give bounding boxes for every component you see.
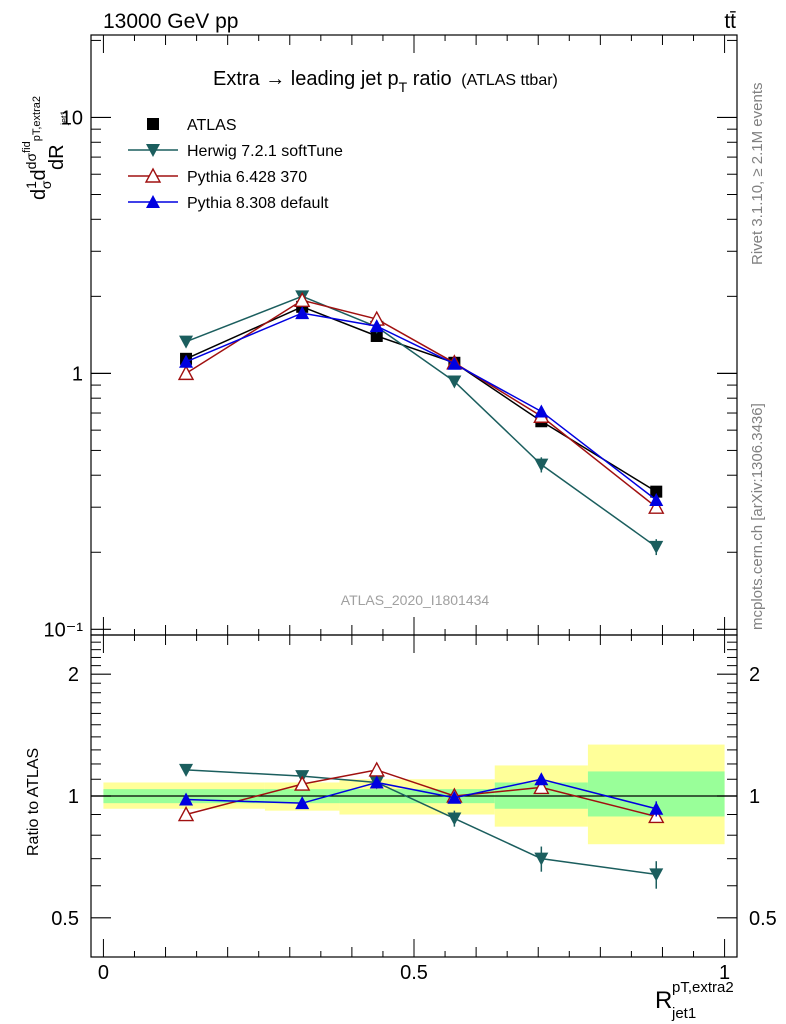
main-line-herwig — [185, 295, 657, 548]
chart-title-paren: (ATLAS ttbar) — [461, 72, 558, 89]
ratio-series-pythia8 — [179, 772, 664, 817]
x-axis-label-sub: jet1 — [671, 1005, 696, 1022]
ratio-series-pythia6 — [177, 761, 665, 824]
x-tick-label: 0.5 — [400, 962, 428, 984]
main-point-pythia8 — [447, 356, 462, 370]
main-point-atlas — [650, 485, 663, 498]
main-ytick-label: 1 — [72, 363, 83, 385]
ratio-ticks: 0.5 0.5 1 1 2 2 0 0.5 1 — [51, 635, 777, 984]
legend-label: Pythia 8.308 default — [187, 195, 329, 212]
rivet-label: Rivet 3.1.10, ≥ 2.1M events — [749, 83, 766, 266]
main-point-pythia8 — [369, 319, 384, 333]
ratio-line-herwig — [185, 769, 657, 876]
main-line-atlas — [185, 306, 657, 493]
legend-label: ATLAS — [187, 117, 237, 134]
main-point-herwig — [447, 375, 462, 389]
main-panel: 10⁻¹ 1 10 Extra → leading jet pT ratio (AT… — [21, 34, 738, 641]
main-point-herwig — [649, 540, 664, 554]
x-tick-label: 1 — [719, 962, 730, 984]
ratio-point-pythia8 — [534, 772, 549, 786]
legend-item-herwig: Herwig 7.2.1 softTune — [128, 143, 343, 160]
legend-item-pythia6: Pythia 6.428 370 — [128, 167, 307, 186]
main-point-pythia6 — [177, 364, 195, 381]
main-point-pythia8 — [179, 354, 194, 368]
mcplots-label: mcplots.cern.ch [arXiv:1306.3436] — [749, 403, 766, 630]
ratio-point-pythia8 — [179, 792, 194, 806]
ratio-point-pythia6 — [294, 775, 311, 791]
ratio-point-pythia6 — [533, 778, 550, 795]
main-line-pythia8 — [185, 312, 657, 501]
main-point-pythia8 — [649, 493, 664, 507]
ratio-line-pythia6 — [185, 769, 657, 818]
main-ylabel: d1σddσfidpT,extra2 dR jet1 — [21, 96, 69, 200]
x-tick-label: 0 — [98, 962, 109, 984]
legend-marker-pythia8 — [146, 195, 160, 208]
watermark: ATLAS_2020_I1801434 — [341, 592, 490, 608]
ratio-ytick-label-right: 0.5 — [749, 908, 777, 930]
ratio-ytick-label-left: 0.5 — [51, 908, 79, 930]
main-point-pythia6 — [294, 291, 311, 308]
legend: ATLAS Herwig 7.2.1 softTune Pythia 6.428 3… — [128, 117, 343, 212]
ratio-panel: 0.5 0.5 1 1 2 2 0 0.5 1 Ratio to ATLAS R pT,extr… — [25, 634, 777, 1022]
main-point-herwig — [179, 335, 194, 349]
ratio-ytick-label-right: 2 — [749, 664, 760, 686]
ratio-ytick-label-right: 1 — [749, 786, 760, 808]
svg-text:dR: dR — [46, 144, 68, 170]
legend-marker-pythia6 — [144, 167, 162, 183]
x-axis-label: R pT,extra2 jet1 — [655, 979, 734, 1022]
chart-title-main: Extra → leading jet p — [213, 68, 399, 90]
ratio-point-pythia8 — [649, 801, 664, 815]
main-point-atlas — [370, 329, 383, 342]
main-point-pythia8 — [295, 306, 310, 320]
svg-text:jet1: jet1 — [59, 110, 69, 126]
main-point-pythia8 — [534, 404, 549, 418]
main-series-pythia8 — [179, 306, 664, 507]
ratio-point-pythia8 — [295, 796, 310, 810]
ratio-ylabel: Ratio to ATLAS — [25, 748, 42, 856]
ratio-ytick-label-left: 1 — [68, 786, 79, 808]
main-ticks: 10⁻¹ 1 10 — [44, 35, 737, 641]
ratio-point-pythia6 — [177, 806, 195, 822]
ratio-ytick-label-left: 2 — [68, 664, 79, 686]
ratio-line-pythia8 — [186, 778, 657, 810]
chart-title: Extra → leading jet pT ratio (ATLAS ttba… — [213, 68, 558, 95]
ratio-point-pythia8 — [369, 775, 384, 789]
main-point-pythia6 — [648, 498, 665, 514]
chart-title-sub: T — [399, 79, 408, 95]
legend-marker-herwig — [146, 144, 160, 157]
legend-label: Pythia 6.428 370 — [187, 169, 307, 186]
chart-title-tail: ratio — [407, 68, 451, 90]
main-ytick-label: 10 — [61, 107, 83, 129]
main-series-atlas — [180, 300, 663, 498]
ratio-point-herwig — [649, 868, 664, 882]
x-axis-label-main: R — [655, 987, 672, 1014]
ratio-bands — [91, 744, 737, 845]
ratio-point-herwig — [179, 763, 194, 777]
legend-marker-atlas — [147, 118, 159, 130]
x-axis-label-sup: pT,extra2 — [672, 979, 734, 996]
ratio-point-pythia6 — [368, 761, 385, 777]
main-point-herwig — [534, 458, 549, 472]
ratio-point-pythia8 — [447, 790, 462, 804]
main-data — [177, 290, 665, 556]
main-line-pythia6 — [185, 299, 657, 508]
legend-item-atlas: ATLAS — [147, 117, 237, 134]
legend-label: Herwig 7.2.1 softTune — [187, 143, 343, 160]
main-series-pythia6 — [177, 291, 665, 514]
main-ytick-label: 10⁻¹ — [44, 619, 84, 641]
ratio-point-herwig — [447, 812, 462, 826]
header-left: 13000 GeV pp — [103, 10, 238, 33]
header-right: tt̄ — [724, 10, 736, 33]
ratio-point-herwig — [534, 852, 549, 866]
ratio-data — [177, 761, 665, 889]
legend-item-pythia8: Pythia 8.308 default — [128, 195, 329, 212]
